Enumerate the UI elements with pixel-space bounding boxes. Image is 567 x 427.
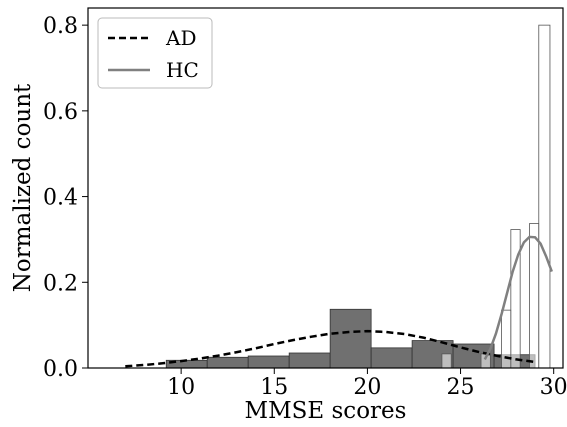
x-axis-label: MMSE scores bbox=[245, 398, 407, 424]
legend-label-hc: HC bbox=[166, 58, 199, 82]
bar-hc bbox=[441, 353, 452, 369]
density-curves bbox=[125, 235, 553, 368]
bar-ad bbox=[247, 355, 290, 369]
bar-hc bbox=[538, 24, 551, 369]
hc-histogram-bars bbox=[441, 24, 551, 369]
x-axis-ticks: 10 15 20 25 30 bbox=[167, 368, 567, 400]
bar-ad bbox=[329, 308, 372, 369]
y-tick-label: 0.2 bbox=[43, 271, 78, 296]
legend-label-ad: AD bbox=[165, 26, 196, 50]
bar-hc bbox=[529, 223, 540, 369]
bar-ad bbox=[206, 356, 249, 369]
bar-ad bbox=[370, 347, 413, 369]
y-axis-ticks: 0.0 0.2 0.4 0.6 0.8 bbox=[43, 14, 88, 382]
y-axis-label: Normalized count bbox=[10, 83, 36, 292]
legend: AD HC bbox=[97, 17, 213, 89]
y-tick-label: 0.4 bbox=[43, 186, 78, 211]
x-tick-label: 20 bbox=[353, 375, 381, 400]
plot-frame bbox=[87, 7, 564, 369]
y-tick-label: 0.0 bbox=[43, 357, 78, 382]
bar-ad bbox=[288, 352, 331, 369]
y-tick-label: 0.6 bbox=[43, 100, 78, 125]
curve-ad bbox=[125, 329, 536, 368]
x-tick-label: 10 bbox=[167, 375, 195, 400]
x-tick-label: 30 bbox=[540, 375, 567, 400]
x-tick-label: 15 bbox=[260, 375, 288, 400]
bar-hc bbox=[510, 229, 521, 369]
x-tick-label: 25 bbox=[447, 375, 475, 400]
curve-hc bbox=[483, 235, 553, 360]
y-tick-label: 0.8 bbox=[43, 14, 78, 39]
ad-histogram-bars bbox=[165, 308, 536, 369]
